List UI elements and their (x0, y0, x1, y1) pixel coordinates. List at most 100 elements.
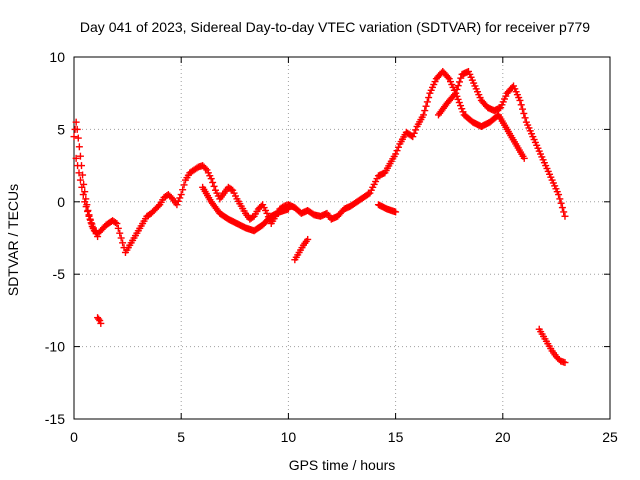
data-point (555, 191, 563, 199)
data-point (74, 162, 82, 170)
data-point (75, 143, 83, 151)
data-point (227, 185, 235, 193)
data-point (86, 216, 94, 224)
data-point (154, 202, 162, 210)
data-points (70, 67, 569, 367)
y-tick-label: 5 (57, 121, 65, 137)
data-point (119, 239, 127, 247)
data-point (201, 164, 209, 172)
data-point (459, 108, 467, 116)
data-point (394, 143, 402, 151)
data-point (410, 129, 418, 137)
x-tick-label: 10 (281, 429, 297, 445)
data-point (179, 186, 187, 194)
chart-title: Day 041 of 2023, Sidereal Day-to-day VTE… (80, 19, 590, 35)
data-point (72, 154, 80, 162)
data-point (97, 319, 105, 327)
data-point (210, 182, 218, 190)
data-point (79, 171, 87, 179)
data-point (453, 92, 461, 100)
data-point (423, 98, 431, 106)
data-point (521, 114, 529, 122)
data-point (304, 235, 312, 243)
data-point (516, 96, 524, 104)
data-point (454, 95, 462, 103)
x-tick-label: 0 (70, 429, 78, 445)
x-tick-label: 25 (602, 429, 618, 445)
data-point (75, 169, 83, 177)
y-tick-label: 0 (57, 194, 65, 210)
data-point (81, 198, 89, 206)
data-point (74, 134, 82, 142)
data-point (393, 147, 401, 155)
data-point (412, 126, 420, 134)
data-point (78, 183, 86, 191)
data-point (392, 208, 400, 216)
data-point (409, 133, 417, 141)
x-tick-label: 5 (177, 429, 185, 445)
y-tick-label: -5 (53, 266, 66, 282)
data-point (452, 89, 460, 97)
x-tick-label: 20 (495, 429, 511, 445)
data-point (111, 219, 119, 227)
data-point (517, 101, 525, 109)
data-point (458, 105, 466, 113)
grid-lines (74, 57, 610, 419)
data-point (560, 208, 568, 216)
data-point (116, 229, 124, 237)
data-point (173, 201, 181, 209)
data-point (209, 178, 217, 186)
data-point (457, 74, 465, 82)
data-point (454, 82, 462, 90)
data-point (207, 175, 215, 183)
plot-frame (73, 56, 611, 420)
data-point (561, 359, 569, 367)
data-point (457, 102, 465, 110)
data-point (455, 99, 463, 107)
y-tick-label: 10 (49, 49, 65, 65)
data-point (519, 105, 527, 113)
data-point (557, 199, 565, 207)
data-point (177, 191, 185, 199)
data-point (95, 315, 103, 323)
x-tick-label: 15 (388, 429, 404, 445)
data-point (561, 212, 569, 220)
data-point (84, 207, 92, 215)
data-point (180, 181, 188, 189)
x-axis-label: GPS time / hours (289, 457, 396, 473)
data-point (444, 73, 452, 81)
data-point (76, 152, 84, 160)
data-point (284, 205, 292, 213)
y-tick-label: -15 (45, 411, 65, 427)
data-point (88, 220, 96, 228)
data-point (85, 212, 93, 220)
data-point (76, 176, 84, 184)
data-point (422, 102, 430, 110)
data-point (453, 85, 461, 93)
data-point (72, 118, 80, 126)
data-point (79, 191, 87, 199)
data-point (556, 195, 564, 203)
data-point (455, 78, 463, 86)
data-point (558, 204, 566, 212)
data-point (176, 194, 184, 202)
data-point (117, 234, 125, 242)
data-point (365, 190, 373, 198)
data-point (113, 220, 121, 228)
data-point (421, 107, 429, 115)
data-point (70, 133, 78, 141)
data-point (392, 150, 400, 158)
data-point (520, 109, 528, 117)
data-point (174, 197, 182, 205)
data-point (94, 233, 102, 241)
data-point (419, 111, 427, 119)
data-point (425, 94, 433, 102)
axis-ticks: 0 5 10 15 20 25 -15 -10 -5 0 5 10 (45, 49, 618, 445)
y-axis-label: SDTVAR / TECUs (5, 184, 21, 296)
data-point (73, 125, 81, 133)
data-point (263, 209, 271, 217)
data-point (114, 224, 122, 232)
data-point (520, 154, 528, 162)
data-point (82, 203, 90, 211)
